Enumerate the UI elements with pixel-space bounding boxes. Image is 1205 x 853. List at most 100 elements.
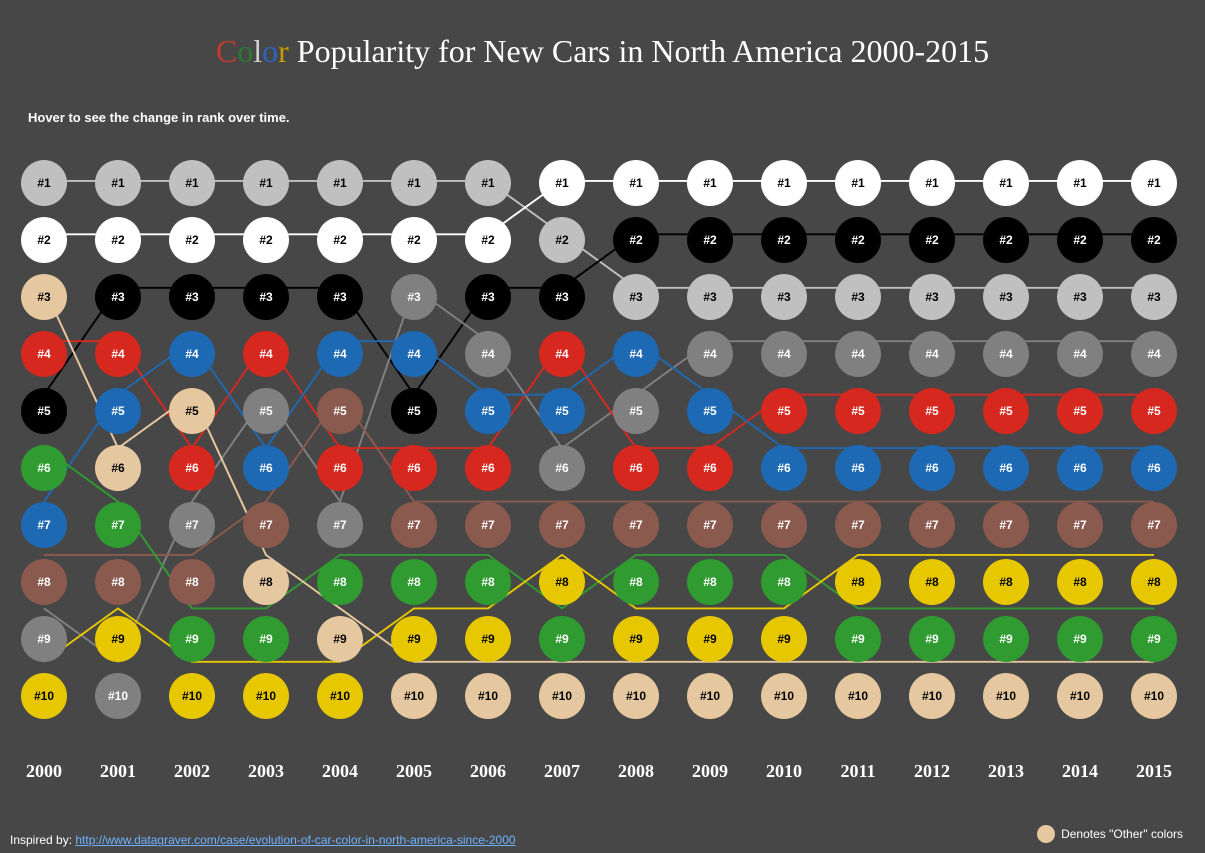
rank-node-other[interactable]: #10 xyxy=(835,673,881,719)
rank-node-silver[interactable]: #3 xyxy=(687,274,733,320)
rank-node-other[interactable]: #5 xyxy=(169,388,215,434)
rank-node-other[interactable]: #10 xyxy=(1057,673,1103,719)
rank-node-yellow[interactable]: #9 xyxy=(687,616,733,662)
rank-node-yellow[interactable]: #8 xyxy=(539,559,585,605)
rank-node-green[interactable]: #9 xyxy=(1131,616,1177,662)
rank-node-other[interactable]: #10 xyxy=(613,673,659,719)
rank-node-other[interactable]: #6 xyxy=(95,445,141,491)
rank-node-black[interactable]: #3 xyxy=(465,274,511,320)
rank-node-silver[interactable]: #1 xyxy=(169,160,215,206)
rank-node-gray[interactable]: #4 xyxy=(983,331,1029,377)
rank-node-blue[interactable]: #6 xyxy=(1057,445,1103,491)
rank-node-blue[interactable]: #6 xyxy=(835,445,881,491)
rank-node-brown[interactable]: #7 xyxy=(1057,502,1103,548)
rank-node-other[interactable]: #10 xyxy=(687,673,733,719)
rank-node-blue[interactable]: #4 xyxy=(317,331,363,377)
rank-node-green[interactable]: #8 xyxy=(761,559,807,605)
rank-node-silver[interactable]: #3 xyxy=(761,274,807,320)
rank-node-brown[interactable]: #7 xyxy=(539,502,585,548)
rank-node-green[interactable]: #8 xyxy=(317,559,363,605)
rank-node-red[interactable]: #6 xyxy=(391,445,437,491)
rank-node-other[interactable]: #10 xyxy=(983,673,1029,719)
rank-node-silver[interactable]: #3 xyxy=(835,274,881,320)
rank-node-yellow[interactable]: #8 xyxy=(1131,559,1177,605)
rank-node-red[interactable]: #5 xyxy=(835,388,881,434)
rank-node-other[interactable]: #8 xyxy=(243,559,289,605)
rank-node-gray[interactable]: #4 xyxy=(835,331,881,377)
rank-node-silver[interactable]: #3 xyxy=(1057,274,1103,320)
rank-node-silver[interactable]: #1 xyxy=(465,160,511,206)
rank-node-brown[interactable]: #7 xyxy=(687,502,733,548)
rank-node-white[interactable]: #2 xyxy=(21,217,67,263)
rank-node-white[interactable]: #1 xyxy=(983,160,1029,206)
rank-node-black[interactable]: #2 xyxy=(687,217,733,263)
rank-node-black[interactable]: #2 xyxy=(1131,217,1177,263)
rank-node-black[interactable]: #2 xyxy=(909,217,955,263)
rank-node-silver[interactable]: #1 xyxy=(243,160,289,206)
rank-node-black[interactable]: #3 xyxy=(317,274,363,320)
rank-node-brown[interactable]: #8 xyxy=(169,559,215,605)
rank-node-yellow[interactable]: #8 xyxy=(1057,559,1103,605)
rank-node-black[interactable]: #5 xyxy=(391,388,437,434)
rank-node-brown[interactable]: #7 xyxy=(465,502,511,548)
rank-node-gray[interactable]: #4 xyxy=(1131,331,1177,377)
rank-node-black[interactable]: #5 xyxy=(21,388,67,434)
rank-node-brown[interactable]: #7 xyxy=(909,502,955,548)
rank-node-blue[interactable]: #6 xyxy=(909,445,955,491)
rank-node-silver[interactable]: #2 xyxy=(539,217,585,263)
rank-node-yellow[interactable]: #10 xyxy=(317,673,363,719)
rank-node-white[interactable]: #1 xyxy=(687,160,733,206)
rank-node-blue[interactable]: #5 xyxy=(95,388,141,434)
rank-node-brown[interactable]: #7 xyxy=(243,502,289,548)
rank-node-green[interactable]: #8 xyxy=(465,559,511,605)
rank-node-green[interactable]: #7 xyxy=(95,502,141,548)
rank-node-blue[interactable]: #5 xyxy=(465,388,511,434)
rank-node-yellow[interactable]: #10 xyxy=(21,673,67,719)
rank-node-white[interactable]: #2 xyxy=(391,217,437,263)
rank-node-green[interactable]: #6 xyxy=(21,445,67,491)
rank-node-red[interactable]: #5 xyxy=(761,388,807,434)
rank-node-gray[interactable]: #4 xyxy=(761,331,807,377)
rank-node-silver[interactable]: #1 xyxy=(95,160,141,206)
rank-node-white[interactable]: #2 xyxy=(95,217,141,263)
rank-node-brown[interactable]: #7 xyxy=(761,502,807,548)
rank-node-green[interactable]: #9 xyxy=(169,616,215,662)
rank-node-gray[interactable]: #7 xyxy=(317,502,363,548)
rank-node-yellow[interactable]: #9 xyxy=(95,616,141,662)
rank-node-green[interactable]: #9 xyxy=(539,616,585,662)
rank-node-black[interactable]: #2 xyxy=(613,217,659,263)
rank-node-brown[interactable]: #5 xyxy=(317,388,363,434)
rank-node-blue[interactable]: #4 xyxy=(613,331,659,377)
rank-node-red[interactable]: #6 xyxy=(465,445,511,491)
rank-node-red[interactable]: #4 xyxy=(21,331,67,377)
rank-node-red[interactable]: #6 xyxy=(317,445,363,491)
rank-node-other[interactable]: #10 xyxy=(909,673,955,719)
rank-node-red[interactable]: #4 xyxy=(539,331,585,377)
rank-node-brown[interactable]: #8 xyxy=(95,559,141,605)
rank-node-black[interactable]: #2 xyxy=(983,217,1029,263)
rank-node-red[interactable]: #6 xyxy=(613,445,659,491)
rank-node-silver[interactable]: #3 xyxy=(1131,274,1177,320)
rank-node-gray[interactable]: #6 xyxy=(539,445,585,491)
rank-node-green[interactable]: #8 xyxy=(613,559,659,605)
rank-node-brown[interactable]: #7 xyxy=(983,502,1029,548)
rank-node-blue[interactable]: #4 xyxy=(391,331,437,377)
rank-node-yellow[interactable]: #9 xyxy=(613,616,659,662)
rank-node-white[interactable]: #2 xyxy=(465,217,511,263)
rank-node-gray[interactable]: #10 xyxy=(95,673,141,719)
rank-node-red[interactable]: #4 xyxy=(95,331,141,377)
rank-node-silver[interactable]: #3 xyxy=(983,274,1029,320)
rank-node-other[interactable]: #10 xyxy=(391,673,437,719)
rank-node-other[interactable]: #3 xyxy=(21,274,67,320)
rank-node-white[interactable]: #2 xyxy=(317,217,363,263)
rank-node-red[interactable]: #6 xyxy=(687,445,733,491)
rank-node-silver[interactable]: #1 xyxy=(391,160,437,206)
rank-node-black[interactable]: #3 xyxy=(169,274,215,320)
rank-node-gray[interactable]: #3 xyxy=(391,274,437,320)
rank-node-blue[interactable]: #4 xyxy=(169,331,215,377)
rank-node-green[interactable]: #9 xyxy=(983,616,1029,662)
rank-node-black[interactable]: #2 xyxy=(1057,217,1103,263)
rank-node-green[interactable]: #8 xyxy=(391,559,437,605)
rank-node-white[interactable]: #1 xyxy=(1131,160,1177,206)
rank-node-yellow[interactable]: #8 xyxy=(909,559,955,605)
